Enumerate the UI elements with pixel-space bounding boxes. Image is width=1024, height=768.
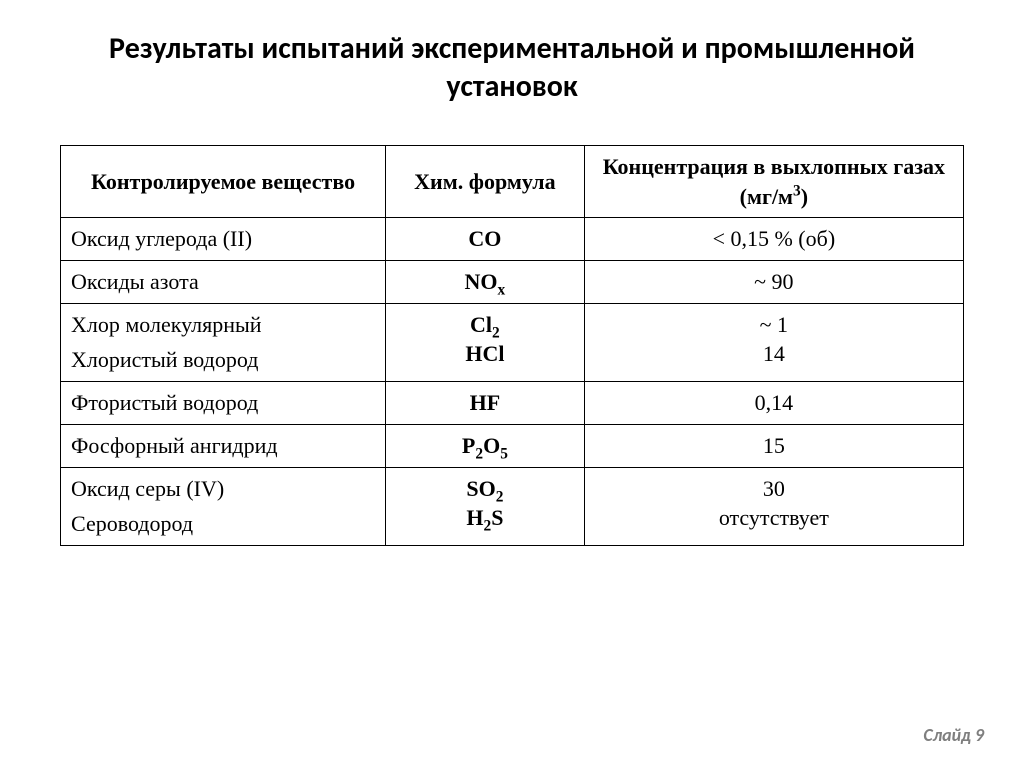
cell-concentration: 0,14 — [584, 382, 963, 425]
th-conc-line1: Концентрация в выхлопных газах — [603, 154, 945, 179]
substance-line: Фтористый водород — [71, 388, 375, 418]
cell-formula: P2O5 — [386, 424, 585, 467]
th-conc-unit: (мг/м — [740, 184, 793, 209]
concentration-line: отсутствует — [595, 503, 953, 533]
concentration-line: 30 — [595, 474, 953, 504]
cell-concentration: ~ 114 — [584, 303, 963, 381]
footer-label: Слайд — [923, 724, 970, 746]
formula-line: SO2 — [396, 474, 574, 504]
th-concentration: Концентрация в выхлопных газах (мг/м3) — [584, 146, 963, 218]
concentration-line: 0,14 — [595, 388, 953, 418]
slide: Результаты испытаний экспериментальной и… — [0, 0, 1024, 768]
table-row: Хлор молекулярный Хлористый водород Cl2HCl… — [61, 303, 964, 381]
substance-line: Хлористый водород — [71, 345, 375, 375]
table-row: Фосфорный ангидрид P2O5 15 — [61, 424, 964, 467]
results-table: Контролируемое вещество Хим. формула Кон… — [60, 145, 964, 546]
cell-substance: Фосфорный ангидрид — [61, 424, 386, 467]
cell-concentration: 15 — [584, 424, 963, 467]
cell-concentration: < 0,15 % (об) — [584, 218, 963, 261]
substance-line: Оксиды азота — [71, 267, 375, 297]
formula-line: H2S — [396, 503, 574, 533]
th-conc-close: ) — [801, 184, 808, 209]
substance-line: Оксид серы (IV) — [71, 474, 375, 504]
page-title: Результаты испытаний экспериментальной и… — [60, 30, 964, 105]
table-row: Оксиды азота NOx ~ 90 — [61, 261, 964, 304]
concentration-line: < 0,15 % (об) — [595, 224, 953, 254]
cell-formula: CO — [386, 218, 585, 261]
substance-line: Оксид углерода (II) — [71, 224, 375, 254]
concentration-line: 15 — [595, 431, 953, 461]
cell-formula: HF — [386, 382, 585, 425]
th-formula: Хим. формула — [386, 146, 585, 218]
table-row: Фтористый водород HF 0,14 — [61, 382, 964, 425]
cell-substance: Оксиды азота — [61, 261, 386, 304]
footer-number: 9 — [975, 724, 984, 746]
table-row: Оксид серы (IV)СероводородSO2H2S30отсутс… — [61, 467, 964, 545]
th-substance: Контролируемое вещество — [61, 146, 386, 218]
table-row: Оксид углерода (II) CO < 0,15 % (об) — [61, 218, 964, 261]
substance-line: Хлор молекулярный — [71, 310, 375, 340]
cell-formula: SO2H2S — [386, 467, 585, 545]
cell-concentration: ~ 90 — [584, 261, 963, 304]
cell-substance: Оксид углерода (II) — [61, 218, 386, 261]
concentration-line: 14 — [595, 339, 953, 369]
formula-line: HCl — [396, 339, 574, 369]
substance-line: Фосфорный ангидрид — [71, 431, 375, 461]
substance-line: Сероводород — [71, 509, 375, 539]
th-conc-exp: 3 — [793, 182, 801, 199]
cell-substance: Фтористый водород — [61, 382, 386, 425]
cell-substance: Хлор молекулярный Хлористый водород — [61, 303, 386, 381]
cell-substance: Оксид серы (IV) Сероводород — [61, 467, 386, 545]
formula-line: Cl2 — [396, 310, 574, 340]
cell-formula: NOx — [386, 261, 585, 304]
cell-concentration: 30отсутствует — [584, 467, 963, 545]
table-header-row: Контролируемое вещество Хим. формула Кон… — [61, 146, 964, 218]
concentration-line: ~ 90 — [595, 267, 953, 297]
cell-formula: Cl2HCl — [386, 303, 585, 381]
table-body: Оксид углерода (II) CO < 0,15 % (об) Оксиды… — [61, 218, 964, 546]
concentration-line: ~ 1 — [595, 310, 953, 340]
slide-footer: Слайд 9 — [923, 724, 984, 746]
